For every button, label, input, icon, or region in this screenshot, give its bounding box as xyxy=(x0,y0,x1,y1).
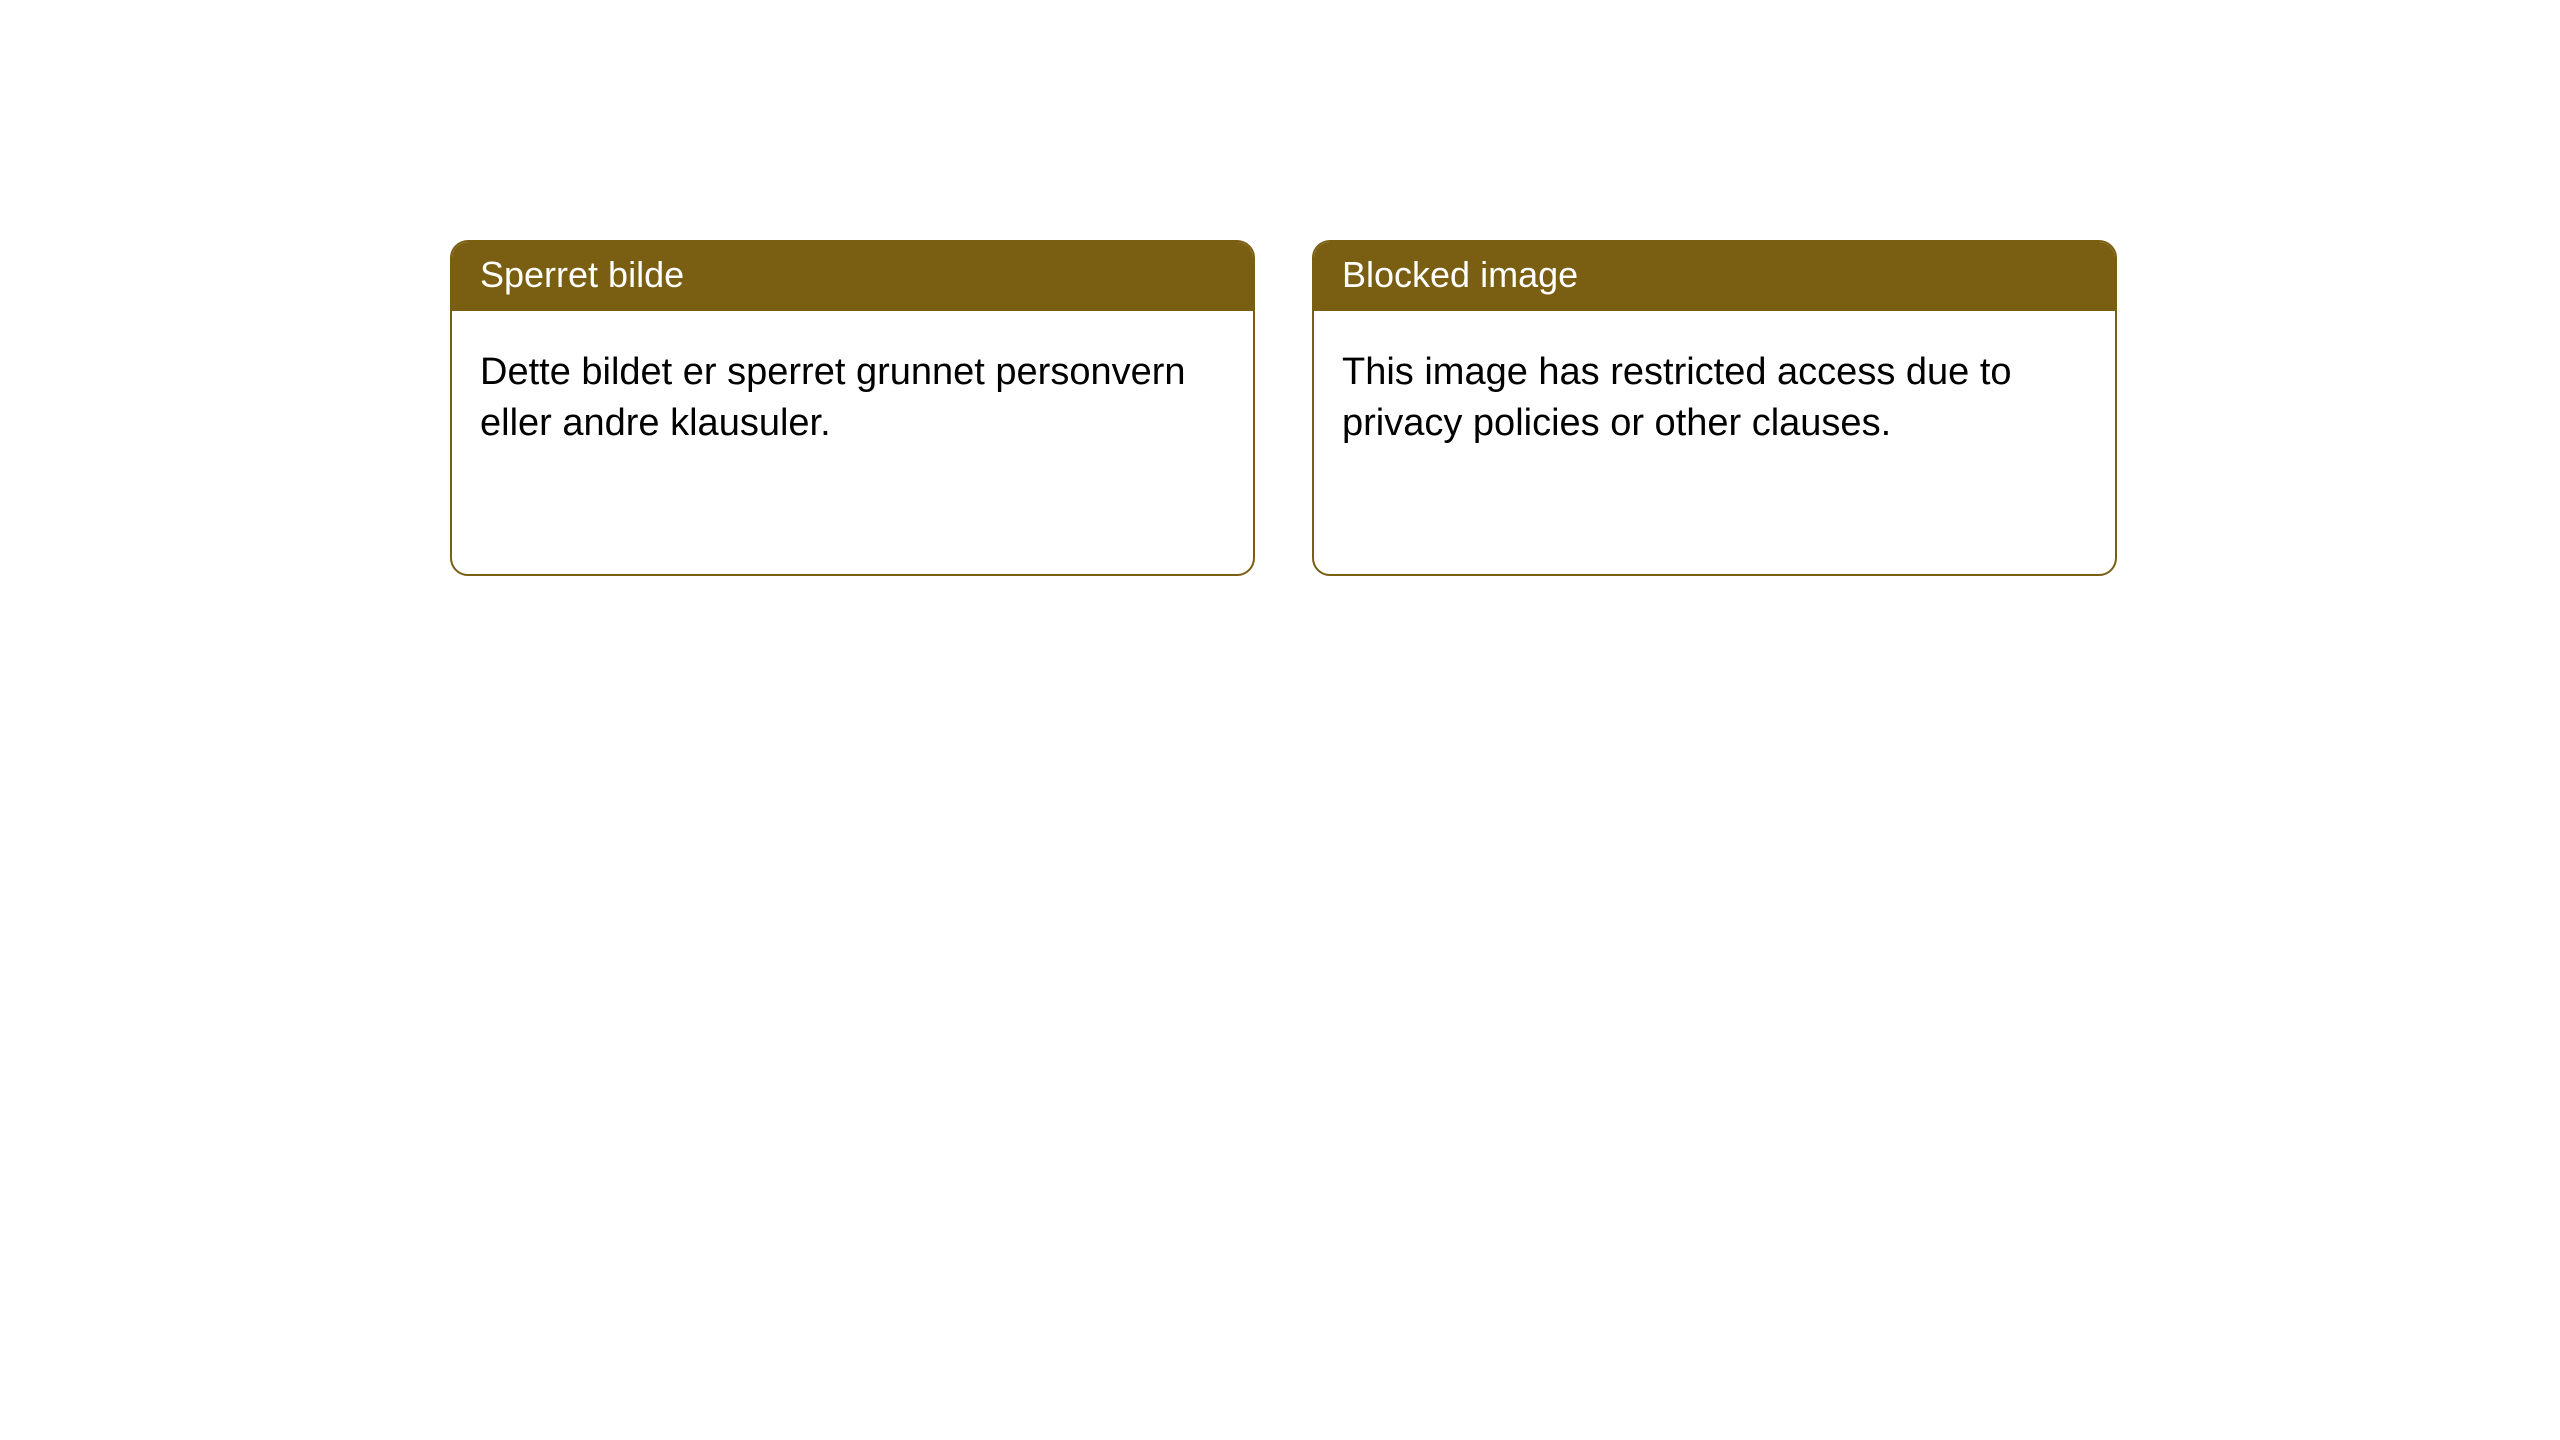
notice-container: Sperret bilde Dette bildet er sperret gr… xyxy=(0,0,2560,576)
notice-card-no: Sperret bilde Dette bildet er sperret gr… xyxy=(450,240,1255,576)
notice-header-en: Blocked image xyxy=(1314,242,2115,311)
notice-body-en: This image has restricted access due to … xyxy=(1314,311,2115,486)
notice-header-no: Sperret bilde xyxy=(452,242,1253,311)
notice-body-no: Dette bildet er sperret grunnet personve… xyxy=(452,311,1253,486)
notice-card-en: Blocked image This image has restricted … xyxy=(1312,240,2117,576)
